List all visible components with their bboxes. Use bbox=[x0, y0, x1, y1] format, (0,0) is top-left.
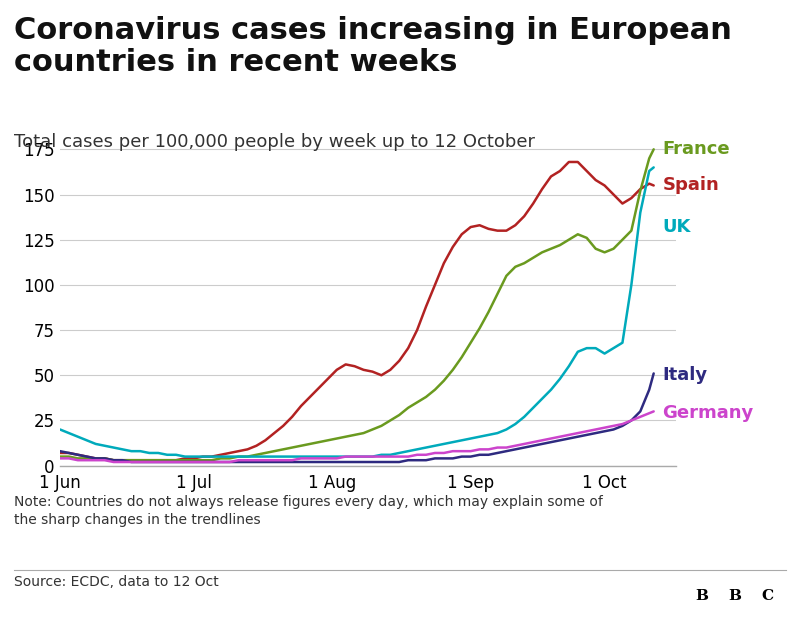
Text: Coronavirus cases increasing in European
countries in recent weeks: Coronavirus cases increasing in European… bbox=[14, 16, 732, 77]
Text: C: C bbox=[762, 589, 774, 603]
Text: B: B bbox=[728, 589, 741, 603]
Text: Germany: Germany bbox=[662, 404, 754, 422]
Text: Total cases per 100,000 people by week up to 12 October: Total cases per 100,000 people by week u… bbox=[14, 133, 535, 151]
Text: B: B bbox=[695, 589, 708, 603]
FancyBboxPatch shape bbox=[754, 578, 781, 614]
FancyBboxPatch shape bbox=[721, 578, 748, 614]
Text: UK: UK bbox=[662, 218, 691, 236]
Text: France: France bbox=[662, 141, 730, 158]
Text: Source: ECDC, data to 12 Oct: Source: ECDC, data to 12 Oct bbox=[14, 575, 219, 589]
Text: Note: Countries do not always release figures every day, which may explain some : Note: Countries do not always release fi… bbox=[14, 495, 603, 528]
Text: Spain: Spain bbox=[662, 176, 719, 194]
FancyBboxPatch shape bbox=[688, 578, 715, 614]
Text: Italy: Italy bbox=[662, 366, 708, 384]
